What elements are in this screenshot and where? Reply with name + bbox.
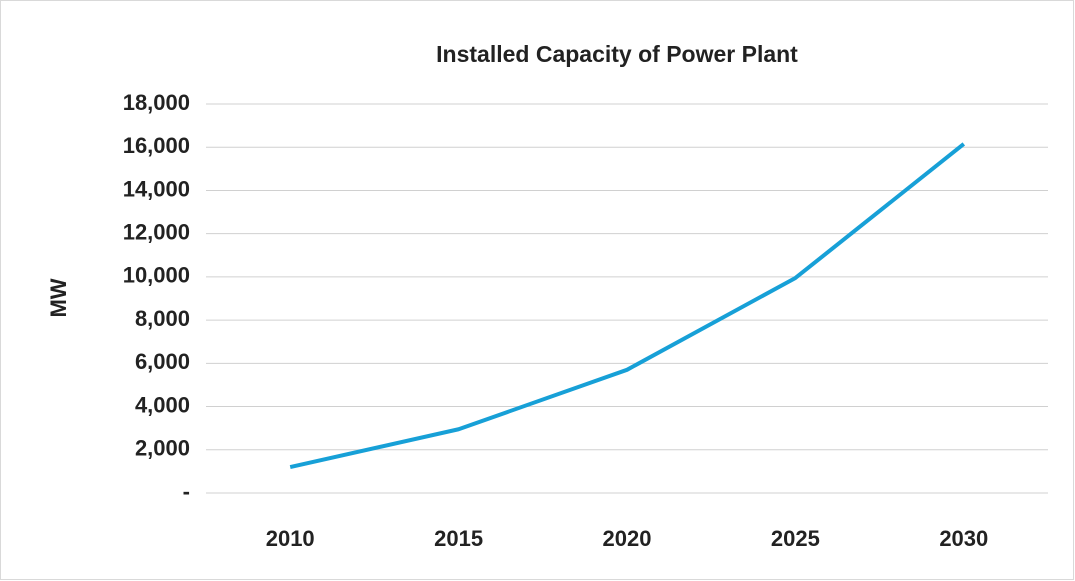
y-tick-label: 8,000	[135, 306, 190, 331]
y-tick-label: -	[183, 479, 190, 504]
y-tick-label: 10,000	[123, 263, 190, 288]
x-tick-label: 2025	[771, 526, 820, 551]
y-tick-label: 6,000	[135, 349, 190, 374]
x-tick-label: 2015	[434, 526, 483, 551]
y-tick-label: 12,000	[123, 219, 190, 244]
chart-title: Installed Capacity of Power Plant	[436, 41, 798, 67]
x-tick-label: 2020	[603, 526, 652, 551]
y-tick-label: 2,000	[135, 436, 190, 461]
x-tick-label: 2010	[266, 526, 315, 551]
line	[289, 142, 966, 470]
y-tick-label: 18,000	[123, 90, 190, 115]
y-tick-label: 14,000	[123, 176, 190, 201]
x-tick-label: 2030	[939, 526, 988, 551]
y-axis-label: MW	[46, 278, 71, 317]
y-tick-label: 16,000	[123, 133, 190, 158]
y-tick-label: 4,000	[135, 392, 190, 417]
